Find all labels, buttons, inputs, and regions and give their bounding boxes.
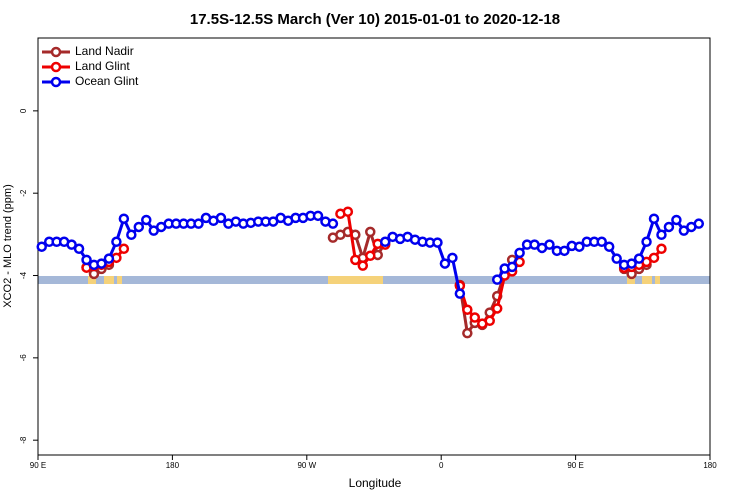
land-band	[88, 276, 96, 284]
x-tick-label: 90 W	[297, 461, 316, 470]
x-tick-label: 0	[439, 461, 444, 470]
y-tick-label: -8	[19, 436, 28, 444]
data-point	[574, 241, 585, 252]
data-point	[462, 304, 473, 315]
legend-label: Land Glint	[75, 59, 130, 73]
data-point	[656, 243, 667, 255]
data-point	[559, 245, 570, 257]
land-band	[328, 276, 383, 284]
y-tick-label: -4	[19, 271, 28, 279]
data-point	[350, 254, 361, 266]
y-tick-label: -6	[19, 354, 28, 362]
data-point	[141, 214, 152, 226]
data-point	[118, 213, 130, 224]
data-point	[365, 250, 376, 262]
land-band	[642, 276, 652, 284]
data-point	[663, 221, 675, 233]
data-point	[215, 212, 227, 224]
data-point	[671, 214, 682, 226]
x-tick-label: 180	[166, 461, 180, 470]
land-band	[627, 276, 635, 284]
y-tick-label: -2	[19, 189, 28, 197]
data-point	[103, 253, 115, 264]
data-point	[454, 288, 466, 299]
data-point	[611, 253, 622, 264]
data-point	[491, 274, 503, 285]
legend-marker	[50, 61, 62, 73]
y-tick-label: 0	[19, 108, 28, 113]
data-point	[633, 253, 645, 264]
data-point	[365, 226, 376, 238]
data-point	[544, 239, 555, 250]
x-tick-label: 90 E	[567, 461, 583, 470]
data-point	[66, 239, 77, 250]
data-point	[36, 241, 47, 252]
land-band	[104, 276, 114, 284]
legend-marker	[50, 76, 62, 88]
data-point	[641, 236, 652, 248]
data-point	[133, 221, 145, 233]
data-point	[514, 247, 525, 259]
legend-label: Land Nadir	[75, 44, 134, 58]
data-point	[648, 252, 660, 264]
land-ocean-strip	[38, 276, 710, 284]
data-point	[96, 258, 107, 269]
data-point	[484, 315, 495, 327]
data-point	[312, 210, 324, 222]
x-tick-label: 180	[703, 461, 717, 470]
data-point	[439, 258, 451, 269]
land-band	[117, 276, 122, 284]
data-point	[327, 218, 339, 229]
series	[36, 210, 705, 299]
x-tick-label: 90 E	[30, 461, 46, 470]
data-point	[469, 312, 481, 323]
chart-title: 17.5S-12.5S March (Ver 10) 2015-01-01 to…	[190, 11, 560, 28]
data-point	[693, 218, 705, 229]
x-axis-label: Longitude	[349, 476, 402, 490]
data-point	[648, 213, 660, 224]
legend-marker	[50, 46, 62, 58]
data-point	[603, 241, 615, 252]
data-point	[193, 218, 204, 229]
data-point	[447, 252, 458, 264]
land-band	[655, 276, 660, 284]
data-point	[596, 236, 607, 248]
data-point	[491, 303, 503, 314]
data-point	[118, 243, 130, 255]
data-point	[626, 258, 637, 269]
data-point	[81, 254, 92, 266]
data-point	[506, 261, 518, 273]
data-point	[126, 229, 137, 241]
y-axis-label: XCO2 - MLO trend (ppm)	[2, 184, 14, 307]
data-point	[379, 236, 391, 248]
data-point	[342, 206, 354, 217]
series	[81, 206, 667, 329]
data-point	[357, 260, 369, 271]
data-point	[432, 237, 443, 248]
data-point	[73, 243, 85, 255]
data-point	[462, 327, 473, 339]
legend-label: Ocean Glint	[75, 74, 139, 88]
data-point	[656, 229, 667, 241]
data-point	[111, 236, 122, 248]
